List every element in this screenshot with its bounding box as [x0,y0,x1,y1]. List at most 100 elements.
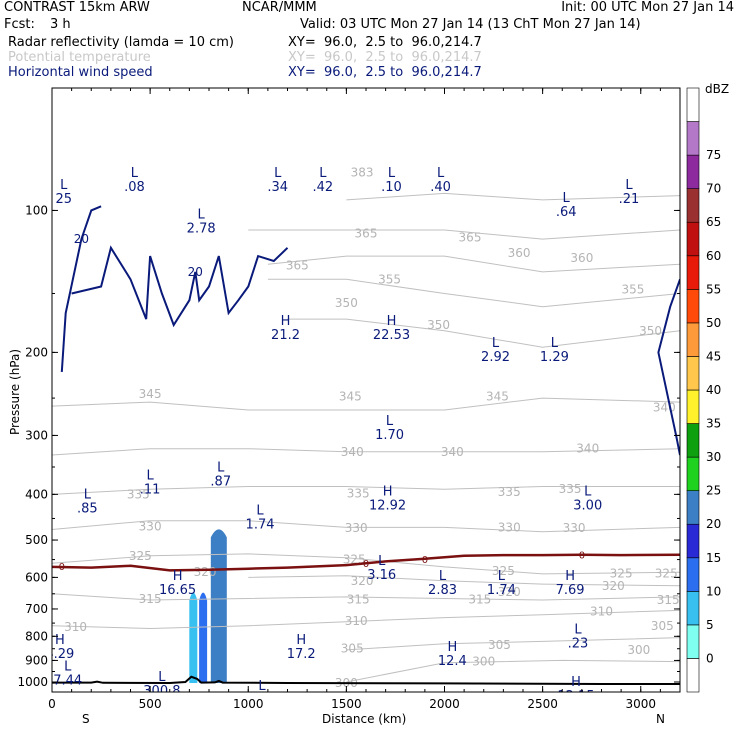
theta-contour-355 [267,278,680,308]
wind-contour-label: 20 [74,232,89,246]
extremum-value: 21.2 [271,328,300,343]
extremum-low-marker: L [584,484,592,499]
freezing-level-line [52,553,680,572]
extremum-high-marker: H [281,314,291,329]
x-tick-label: 500 [139,697,162,711]
extremum-value: .85 [77,501,98,516]
reflectivity-echo-10dbz [199,592,208,684]
extremum-value: 12.92 [369,498,406,513]
extremum-value: .21 [619,192,640,207]
colorbar-bin [686,624,700,659]
extremum-low-marker: L [158,670,166,685]
theta-label: 365 [355,227,378,241]
theta-label: 325 [610,566,633,580]
colorbar-bin [686,658,700,693]
colorbar-level-label: 55 [706,282,721,296]
field-xy-wind: XY= 96.0, 2.5 to 96.0,214.7 [288,65,482,80]
extremum-high-marker: H [387,314,397,329]
reflectivity-echo-5dbz [189,592,198,684]
theta-label: 365 [286,259,309,273]
y-tick-label: 1000 [17,675,48,689]
theta-label: 335 [347,486,370,500]
freezing-level-label: 0 [363,559,369,570]
extremum-high-marker: H [571,675,581,690]
colorbar-unit: dBZ [705,82,730,96]
extremum-value: 1.74 [246,517,275,532]
theta-label: 315 [657,593,680,607]
wind-contour-2 [657,278,680,456]
theta-contour-315 [52,593,680,601]
theta-contour-300 [346,659,680,683]
colorbar-bin [686,221,700,257]
theta-label: 325 [492,564,515,578]
theta-label: 350 [335,296,358,310]
extremum-low-marker: L [492,336,500,351]
theta-contour-365 [248,229,680,240]
theta-contour-330 [52,520,680,533]
forecast-hour: 3 h [50,17,71,32]
extremum-low-marker: L [386,414,394,429]
theta-contour-305 [346,637,680,651]
colorbar-level-label: 20 [706,517,721,531]
colorbar-bin [686,322,700,357]
theta-label: 345 [139,387,162,401]
extremum-low-marker: L [498,569,506,584]
extremum-low-marker: L [64,659,72,674]
theta-contour-340 [52,448,680,456]
extremum-high-marker: H [173,569,183,584]
y-tick-label: 800 [25,629,48,643]
terrain-line [52,675,680,685]
x-tick-label: 2000 [429,697,460,711]
theta-contour-383 [346,192,680,201]
x-end-label: N [656,712,665,726]
extremum-low-marker: L [625,178,633,193]
x-start-label: S [82,712,90,726]
extremum-high-marker: H [55,633,65,648]
colorbar-level-label: 0 [706,651,714,665]
extremum-low-marker: L [60,178,68,193]
y-tick-label: 200 [25,345,48,359]
colorbar-level-label: 10 [706,584,721,598]
extremum-low-marker: L [274,166,282,181]
theta-label: 300 [472,655,495,669]
extremum-value: .87 [210,475,231,490]
center-name: NCAR/MMM [242,0,317,15]
extremum-value: 4.29 [45,647,74,662]
colorbar-level-label: 35 [706,417,721,431]
theta-label: 330 [498,520,521,534]
theta-contour-320 [248,575,680,587]
extremum-value: 2.78 [187,221,216,236]
extremum-value: 300.8 [143,684,180,699]
freezing-level-label: 0 [59,562,65,573]
extremum-value: 17.2 [287,647,316,662]
theta-label: 330 [563,521,586,535]
forecast-label: Fcst: [4,17,35,32]
y-tick-label: 300 [25,428,48,442]
theta-contour-335 [52,486,680,495]
colorbar-level-label: 5 [706,618,714,632]
extremum-value: .10 [381,180,402,195]
theta-label: 355 [621,282,644,296]
colorbar-level-label: 30 [706,450,721,464]
extremum-high-marker: H [447,640,457,655]
extremum-low-marker: L [563,191,571,206]
theta-label: 305 [488,638,511,652]
extremum-value: 7.44 [53,673,82,688]
theta-label: 350 [427,318,450,332]
extremum-value: .23 [568,637,589,652]
theta-label: 335 [127,487,150,501]
extremum-low-marker: L [437,166,445,181]
extremum-low-marker: L [258,679,266,694]
colorbar-bin [686,456,700,491]
wind-contour-1 [71,245,289,328]
colorbar-bin [686,289,700,324]
extremum-value: 25 [56,192,73,207]
colorbar-bin [686,591,700,626]
init-time: Init: 00 UTC Mon 27 Jan 14 [561,0,734,15]
y-tick-label: 900 [25,653,48,667]
x-tick-label: 3000 [625,697,656,711]
extremum-value: .42 [312,180,333,195]
field-name-reflectivity: Radar reflectivity (lamda = 10 cm) [8,35,234,50]
theta-label: 340 [441,445,464,459]
theta-contour-360 [267,255,680,273]
